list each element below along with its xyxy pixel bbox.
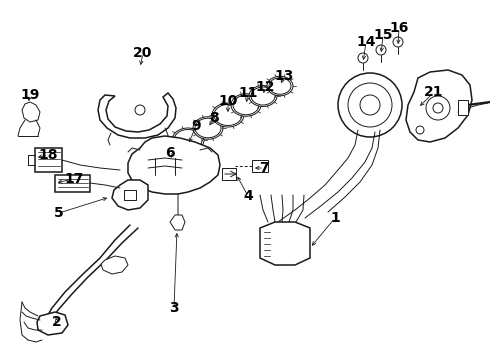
Text: 11: 11 (238, 86, 258, 100)
Ellipse shape (181, 167, 189, 173)
Ellipse shape (174, 130, 202, 150)
Circle shape (165, 151, 179, 165)
Polygon shape (222, 168, 236, 180)
Polygon shape (101, 256, 128, 274)
Circle shape (360, 95, 380, 115)
Polygon shape (252, 160, 268, 172)
Ellipse shape (212, 103, 244, 127)
Circle shape (376, 45, 386, 55)
Ellipse shape (269, 78, 291, 94)
Ellipse shape (231, 94, 261, 116)
Text: 16: 16 (390, 21, 409, 35)
Polygon shape (128, 136, 220, 194)
Ellipse shape (172, 128, 204, 152)
Polygon shape (55, 175, 90, 192)
Ellipse shape (233, 95, 259, 115)
Text: 3: 3 (169, 301, 179, 315)
Ellipse shape (214, 104, 242, 126)
Polygon shape (22, 102, 40, 122)
Text: 2: 2 (52, 315, 62, 329)
Circle shape (348, 83, 392, 127)
Text: 5: 5 (54, 206, 64, 220)
Polygon shape (35, 148, 62, 172)
Ellipse shape (195, 118, 221, 138)
Text: 8: 8 (209, 111, 219, 125)
Polygon shape (458, 100, 468, 115)
Text: 21: 21 (424, 85, 444, 99)
Text: 7: 7 (259, 161, 269, 175)
Circle shape (358, 53, 368, 63)
Text: 12: 12 (255, 80, 275, 94)
Text: 9: 9 (191, 119, 201, 133)
Polygon shape (112, 180, 148, 210)
Polygon shape (170, 215, 185, 230)
Text: 20: 20 (133, 46, 153, 60)
Ellipse shape (193, 117, 223, 139)
Circle shape (169, 155, 175, 161)
Text: 4: 4 (243, 189, 253, 203)
Ellipse shape (249, 85, 277, 107)
Text: 13: 13 (274, 69, 294, 83)
Circle shape (393, 37, 403, 47)
Text: 19: 19 (20, 88, 40, 102)
Polygon shape (260, 222, 310, 265)
Text: 10: 10 (219, 94, 238, 108)
Text: 1: 1 (330, 211, 340, 225)
Text: 15: 15 (373, 28, 393, 42)
Polygon shape (406, 70, 472, 142)
Polygon shape (37, 312, 68, 335)
Ellipse shape (267, 76, 293, 96)
Text: 18: 18 (38, 148, 58, 162)
Text: 17: 17 (64, 172, 84, 186)
Polygon shape (98, 93, 176, 138)
Circle shape (416, 126, 424, 134)
Circle shape (338, 73, 402, 137)
Circle shape (135, 105, 145, 115)
Circle shape (433, 103, 443, 113)
Text: 6: 6 (165, 146, 175, 160)
Circle shape (426, 96, 450, 120)
Text: 14: 14 (356, 35, 376, 49)
Ellipse shape (251, 87, 275, 105)
